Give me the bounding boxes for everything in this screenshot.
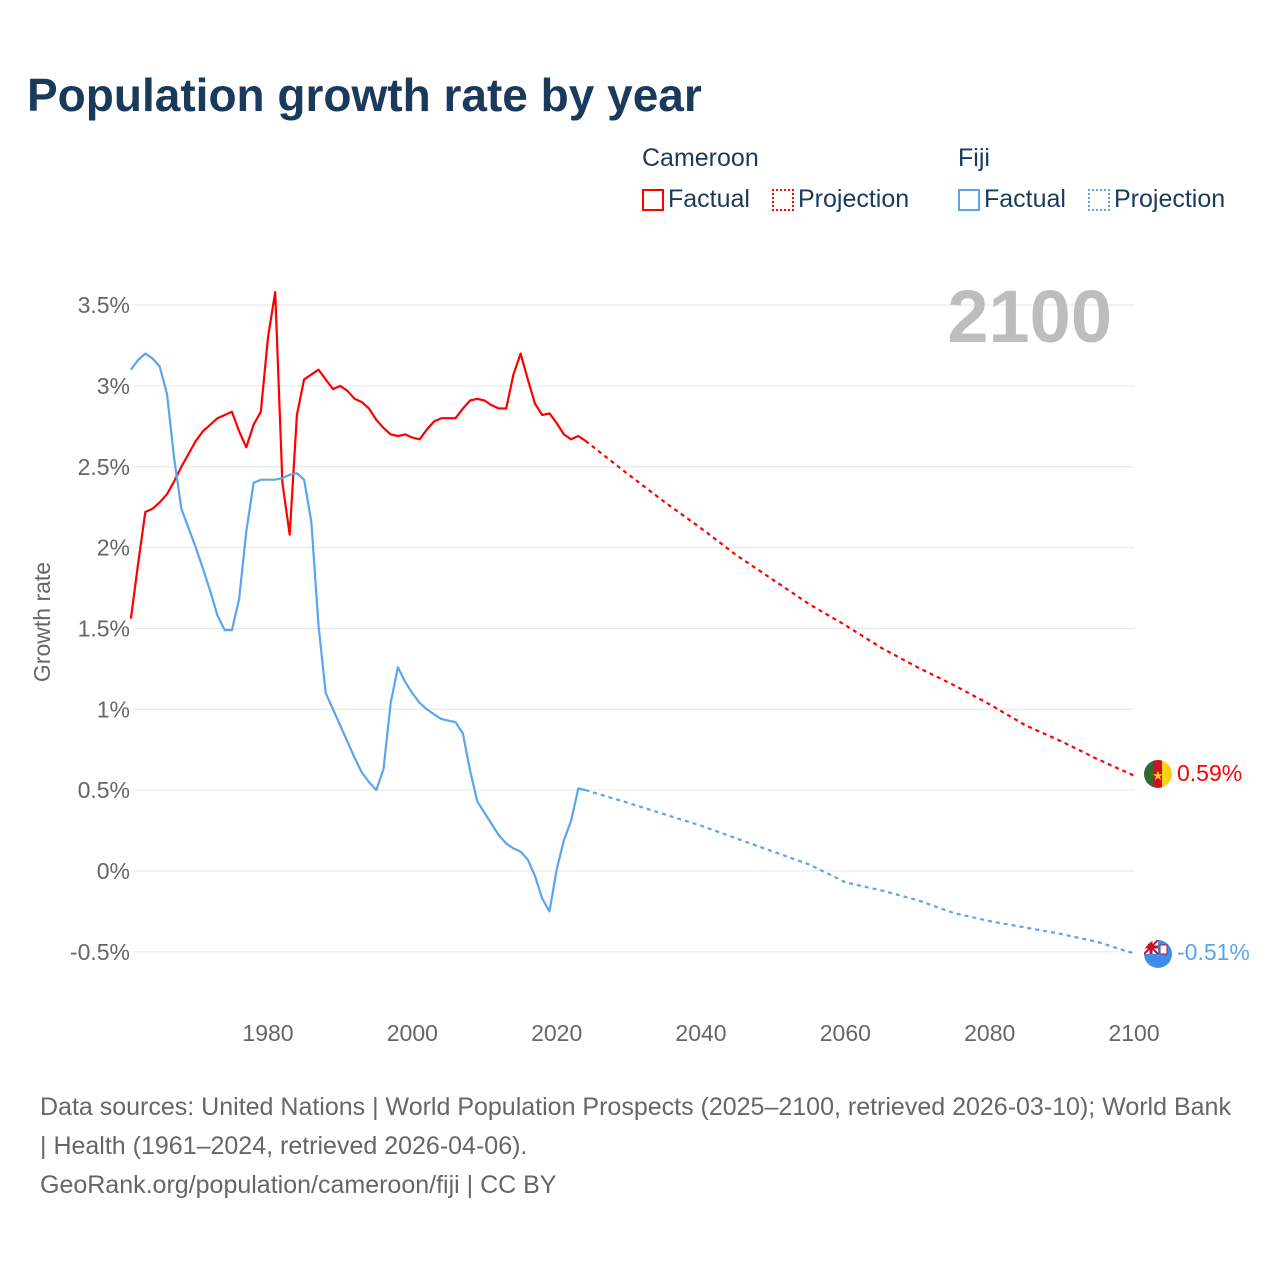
dotted-swatch-icon — [1087, 188, 1110, 211]
source-text: Data sources: United Nations | World Pop… — [40, 1093, 1231, 1160]
y-tick-label: 0.5% — [78, 777, 130, 803]
y-tick-label: 2.5% — [78, 454, 130, 480]
chart-title: Population growth rate by year — [27, 69, 702, 121]
legend-label: Projection — [1113, 185, 1226, 213]
cameroon-factual-line — [129, 291, 587, 619]
legend-item-fiji-projection[interactable]: Projection — [1087, 185, 1226, 214]
y-axis-label: Growth rate — [29, 562, 55, 682]
legend-item-cameroon-factual[interactable]: Factual — [642, 185, 750, 214]
y-tick-label: 2% — [97, 535, 130, 561]
year-watermark: 2100 — [947, 275, 1112, 358]
legend-group-label: Fiji — [958, 144, 990, 172]
legend-item-fiji-factual[interactable]: Factual — [958, 185, 1066, 214]
source-note: Data sources: United Nations | World Pop… — [40, 1088, 1240, 1205]
solid-swatch-icon — [642, 188, 664, 211]
x-tick-label: 2060 — [820, 1020, 871, 1046]
fiji-end-label: -0.51% — [1177, 939, 1250, 965]
y-tick-label: -0.5% — [70, 939, 130, 965]
legend-label: Projection — [797, 185, 910, 213]
legend-label: Factual — [668, 185, 750, 213]
svg-text:★: ★ — [1152, 768, 1164, 783]
dotted-swatch-icon — [771, 188, 794, 211]
y-tick-label: 3.5% — [78, 292, 130, 318]
y-tick-label: 0% — [97, 858, 130, 884]
legend-cameroon: Cameroon Factual Projection — [642, 144, 925, 214]
y-tick-label: 3% — [97, 373, 130, 399]
cameroon-flag-icon: ★ — [1144, 760, 1172, 788]
x-tick-label: 2020 — [531, 1020, 582, 1046]
chart-area: -0.5% 0% 0.5% 1% 1.5% 2% 2.5% 3% 3.5% 1980 2000 202… — [29, 275, 1250, 1046]
solid-swatch-icon — [958, 188, 980, 211]
cameroon-projection-line — [584, 440, 1135, 777]
legend-fiji: Fiji Factual Projection — [958, 144, 1241, 214]
legend-group-label: Cameroon — [642, 144, 759, 172]
cameroon-end-label: 0.59% — [1177, 760, 1242, 786]
x-tick-label: 2040 — [675, 1020, 726, 1046]
y-tick-label: 1.5% — [78, 615, 130, 641]
source-link[interactable]: GeoRank.org/population/cameroon/fiji | C… — [40, 1171, 557, 1199]
legend-label: Factual — [984, 185, 1066, 213]
fiji-projection-line — [585, 789, 1135, 955]
x-tick-label: 1980 — [242, 1020, 293, 1046]
x-tick-label: 2000 — [387, 1020, 438, 1046]
fiji-factual-line — [130, 352, 586, 913]
x-tick-label: 2100 — [1108, 1020, 1159, 1046]
legend-item-cameroon-projection[interactable]: Projection — [771, 185, 910, 214]
fiji-flag-icon — [1144, 940, 1172, 968]
x-tick-label: 2080 — [964, 1020, 1015, 1046]
y-tick-label: 1% — [97, 696, 130, 722]
